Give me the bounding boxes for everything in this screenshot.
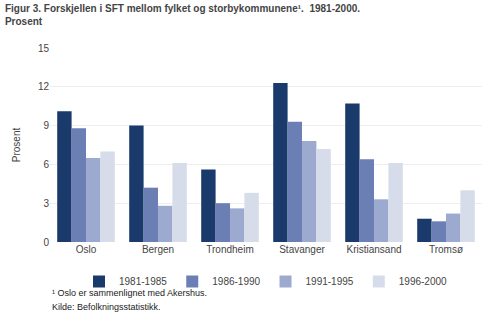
- svg-text:Stavanger: Stavanger: [279, 244, 325, 255]
- svg-text:1986-1990: 1986-1990: [212, 276, 260, 287]
- svg-text:Bergen: Bergen: [142, 244, 174, 255]
- svg-text:Prosent: Prosent: [11, 128, 22, 163]
- svg-text:Tromsø: Tromsø: [429, 244, 463, 255]
- svg-text:Figur 3. Forskjellen i SFT mel: Figur 3. Forskjellen i SFT mellom fylket…: [5, 3, 360, 27]
- svg-text:Trondheim: Trondheim: [206, 244, 253, 255]
- svg-text:15: 15: [38, 43, 50, 54]
- svg-text:3: 3: [43, 198, 49, 209]
- svg-text:1996-2000: 1996-2000: [399, 276, 447, 287]
- svg-text:Kristiansand: Kristiansand: [346, 244, 401, 255]
- svg-text:0: 0: [43, 237, 49, 248]
- svg-text:9: 9: [43, 120, 49, 131]
- svg-text:Oslo: Oslo: [76, 244, 97, 255]
- svg-text:¹ Oslo er sammenlignet med Ake: ¹ Oslo er sammenlignet med Akershus.: [52, 288, 207, 298]
- svg-text:6: 6: [43, 159, 49, 170]
- svg-text:1991-1995: 1991-1995: [306, 276, 354, 287]
- svg-text:Kilde: Befolkningsstatistikk.: Kilde: Befolkningsstatistikk.: [52, 302, 161, 312]
- svg-text:1981-1985: 1981-1985: [119, 276, 167, 287]
- svg-text:12: 12: [38, 81, 50, 92]
